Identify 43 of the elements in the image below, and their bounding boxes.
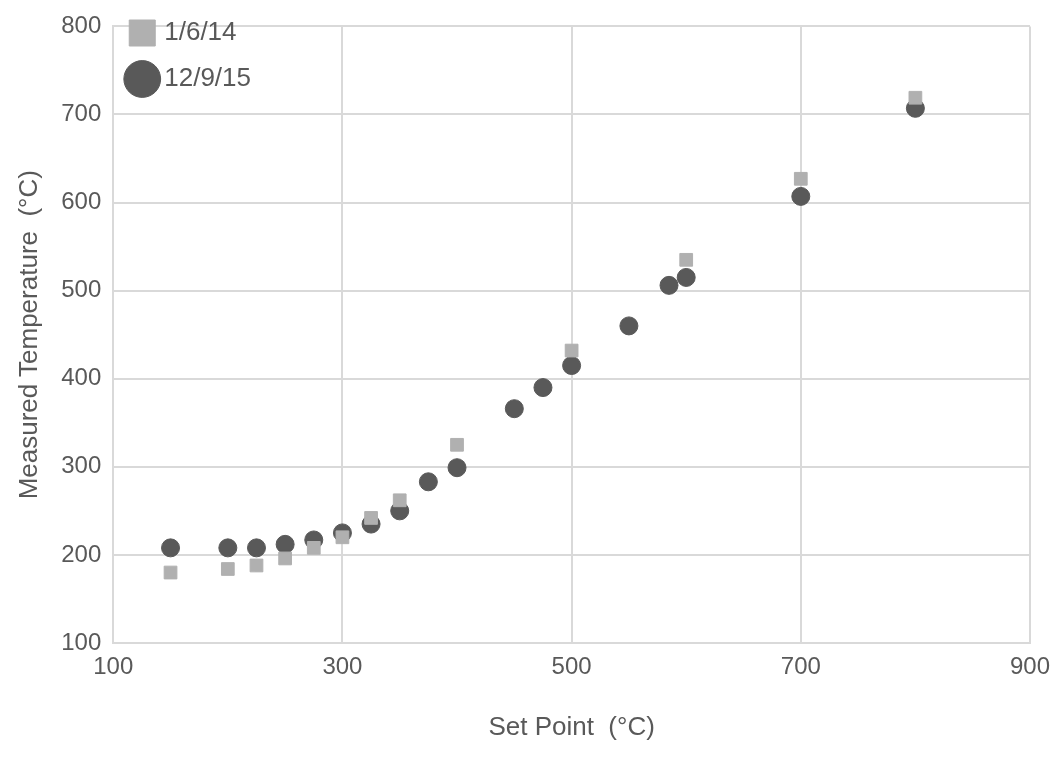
y-tick-label: 600 — [61, 187, 102, 215]
point — [793, 171, 808, 186]
point — [418, 472, 438, 492]
y-tick-label: 200 — [61, 539, 102, 567]
point — [163, 565, 178, 580]
point — [392, 493, 407, 508]
x-tick-label: 900 — [1009, 652, 1050, 680]
point — [659, 275, 679, 295]
legend-label: 12/9/15 — [164, 62, 251, 93]
point — [278, 551, 292, 566]
y-tick-label: 500 — [61, 275, 102, 303]
y-axis-title: Measured Temperature (°C) — [12, 170, 43, 500]
point — [908, 90, 923, 105]
point — [161, 538, 181, 558]
x-tick-label: 300 — [322, 652, 363, 680]
y-tick-label: 700 — [61, 99, 102, 127]
point — [246, 538, 266, 558]
y-tick-label: 300 — [61, 451, 102, 479]
point — [562, 356, 582, 376]
y-tick-label: 100 — [61, 627, 102, 655]
point — [450, 437, 464, 452]
x-axis-title: Set Point (°C) — [488, 710, 655, 741]
point — [335, 530, 350, 545]
legend-label: 1/6/14 — [164, 16, 237, 47]
y-tick-label: 400 — [61, 363, 102, 391]
point — [619, 316, 639, 336]
point — [249, 558, 264, 573]
point — [218, 538, 238, 558]
point — [306, 541, 321, 555]
point — [275, 534, 295, 554]
point — [533, 378, 553, 398]
point — [564, 343, 579, 358]
point — [447, 458, 467, 478]
point — [364, 511, 378, 525]
point — [679, 252, 694, 267]
x-tick-label: 700 — [780, 652, 821, 680]
point — [220, 562, 235, 576]
point — [504, 399, 524, 419]
x-tick-label: 100 — [93, 652, 134, 680]
point — [791, 186, 811, 206]
point — [676, 267, 696, 287]
x-tick-label: 500 — [551, 652, 592, 680]
y-tick-label: 800 — [61, 11, 102, 39]
